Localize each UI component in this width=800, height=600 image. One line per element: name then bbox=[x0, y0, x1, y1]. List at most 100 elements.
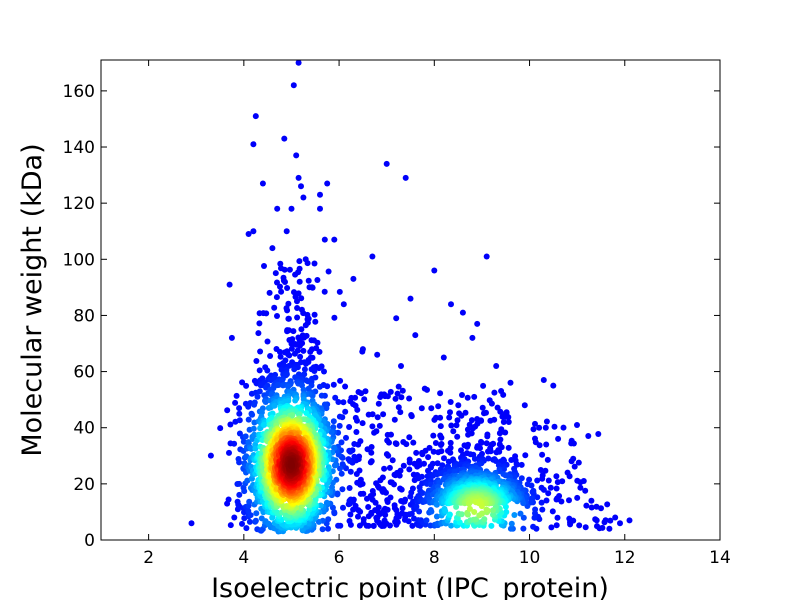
data-point bbox=[232, 399, 239, 406]
data-point bbox=[354, 479, 361, 486]
data-point bbox=[446, 511, 453, 518]
data-point bbox=[331, 314, 338, 321]
data-point bbox=[522, 452, 529, 459]
x-tick-label: 2 bbox=[143, 548, 154, 568]
data-point bbox=[518, 461, 525, 468]
data-point bbox=[502, 472, 509, 479]
data-point bbox=[532, 420, 538, 427]
data-point bbox=[332, 394, 339, 401]
data-point bbox=[433, 501, 440, 508]
data-point bbox=[493, 449, 500, 456]
data-point bbox=[438, 434, 445, 441]
data-point bbox=[266, 289, 273, 296]
data-point bbox=[526, 476, 533, 483]
data-point bbox=[454, 515, 461, 522]
data-point bbox=[383, 489, 389, 496]
data-point bbox=[364, 446, 371, 453]
data-point bbox=[317, 191, 323, 198]
data-point bbox=[300, 347, 307, 354]
data-point bbox=[302, 322, 309, 329]
data-point bbox=[551, 423, 558, 430]
data-point bbox=[407, 493, 414, 500]
data-point bbox=[292, 271, 299, 278]
x-tick-label: 6 bbox=[334, 548, 345, 568]
data-point bbox=[480, 382, 487, 389]
data-point bbox=[252, 113, 259, 120]
data-point bbox=[347, 398, 354, 405]
data-point bbox=[582, 524, 589, 531]
data-point bbox=[361, 396, 368, 403]
data-point bbox=[285, 315, 292, 322]
data-point bbox=[430, 432, 437, 439]
data-point bbox=[381, 465, 388, 472]
data-point bbox=[465, 431, 472, 438]
data-point bbox=[529, 489, 536, 495]
data-point bbox=[588, 497, 595, 504]
data-point bbox=[233, 392, 240, 399]
data-point bbox=[521, 402, 528, 409]
data-point bbox=[399, 387, 406, 394]
data-point bbox=[502, 429, 509, 436]
data-point bbox=[604, 501, 611, 508]
data-point bbox=[325, 525, 331, 532]
data-point bbox=[280, 382, 286, 389]
data-point bbox=[236, 480, 243, 487]
data-point bbox=[300, 194, 307, 201]
data-point bbox=[484, 433, 491, 440]
data-point bbox=[337, 377, 344, 384]
data-point bbox=[488, 522, 495, 529]
data-point bbox=[406, 434, 413, 441]
data-point bbox=[236, 491, 243, 498]
data-point bbox=[324, 180, 331, 187]
y-tick-label: 20 bbox=[73, 475, 95, 495]
data-point bbox=[416, 508, 423, 515]
data-point bbox=[397, 467, 404, 474]
data-point bbox=[290, 328, 297, 335]
x-tick-label: 8 bbox=[429, 548, 440, 568]
data-point bbox=[278, 366, 285, 373]
data-point bbox=[251, 401, 258, 408]
data-point bbox=[318, 392, 325, 399]
data-point bbox=[447, 399, 454, 405]
data-point bbox=[321, 236, 328, 243]
data-point bbox=[626, 517, 633, 524]
data-point bbox=[288, 205, 295, 212]
data-point bbox=[493, 458, 499, 464]
data-point bbox=[336, 288, 343, 295]
data-point bbox=[340, 399, 347, 406]
data-point bbox=[539, 475, 546, 482]
data-point bbox=[308, 337, 315, 344]
data-point bbox=[384, 437, 391, 444]
data-point bbox=[464, 394, 471, 401]
data-point bbox=[345, 501, 352, 508]
data-point bbox=[442, 508, 449, 515]
data-point bbox=[291, 350, 298, 357]
data-point bbox=[277, 260, 284, 267]
data-point bbox=[448, 522, 455, 529]
data-point bbox=[593, 503, 600, 510]
data-point bbox=[352, 414, 359, 421]
data-point bbox=[607, 517, 614, 524]
data-point bbox=[386, 464, 393, 471]
data-point bbox=[419, 490, 426, 496]
data-point bbox=[430, 448, 437, 455]
data-point bbox=[470, 425, 476, 432]
data-point bbox=[304, 260, 311, 267]
data-point bbox=[246, 518, 253, 525]
data-point bbox=[576, 522, 583, 529]
data-point bbox=[325, 516, 332, 523]
data-point bbox=[319, 526, 326, 533]
data-point bbox=[375, 504, 382, 511]
data-point bbox=[612, 514, 619, 521]
data-point bbox=[261, 421, 268, 428]
data-point bbox=[330, 381, 337, 388]
data-point bbox=[588, 504, 595, 511]
data-point bbox=[520, 514, 527, 521]
data-point bbox=[435, 449, 442, 456]
data-point bbox=[253, 358, 260, 364]
data-point bbox=[228, 334, 235, 341]
data-point bbox=[360, 516, 367, 523]
data-point bbox=[421, 460, 427, 467]
data-point bbox=[387, 522, 393, 529]
data-point bbox=[297, 353, 304, 360]
